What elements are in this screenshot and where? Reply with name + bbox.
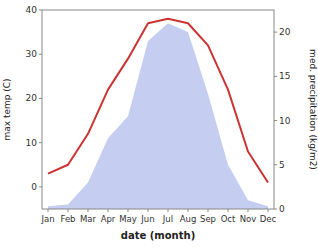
x-tick-label: Mar bbox=[80, 214, 97, 224]
x-axis-label: date (month) bbox=[121, 230, 195, 241]
chart: 0 10 20 30 40 0 5 10 15 20 Jan Feb Mar AprMayJun Jul Au… bbox=[0, 0, 318, 247]
x-tick bbox=[208, 209, 209, 212]
y-tick-label: 30 bbox=[26, 49, 38, 59]
y-tick bbox=[39, 98, 42, 99]
x-tick-label: Jan bbox=[40, 214, 54, 224]
plot-area bbox=[48, 19, 268, 209]
x-tick bbox=[168, 209, 169, 212]
y2-tick bbox=[274, 164, 277, 165]
y2-tick bbox=[274, 209, 277, 210]
x-tick-label: Jul bbox=[162, 214, 173, 224]
y2-tick-label: 20 bbox=[279, 27, 291, 37]
y2-tick bbox=[274, 120, 277, 121]
x-tick-label: May bbox=[119, 214, 137, 224]
area bbox=[48, 23, 268, 209]
x-tick bbox=[68, 209, 69, 212]
x-tick bbox=[108, 209, 109, 212]
line bbox=[48, 19, 268, 183]
plot-frame bbox=[42, 10, 274, 209]
x-tick-label: Apr bbox=[101, 214, 116, 224]
y-tick-label: 20 bbox=[26, 93, 38, 103]
y2-tick bbox=[274, 32, 277, 33]
x-tick-label: Nov bbox=[240, 214, 257, 224]
x-tick bbox=[148, 209, 149, 212]
y-tick bbox=[39, 54, 42, 55]
y2-tick-label: 5 bbox=[279, 160, 285, 170]
x-tick bbox=[248, 209, 249, 212]
y2-tick-label: 10 bbox=[279, 116, 291, 126]
x-tick bbox=[188, 209, 189, 212]
y-tick bbox=[39, 186, 42, 187]
x-tick-label: Dec bbox=[260, 214, 277, 224]
x-tick-label: Aug bbox=[180, 214, 197, 224]
y2-axis-label: med. precipitation (kg/m2) bbox=[308, 49, 318, 170]
y-tick-label: 0 bbox=[31, 182, 37, 192]
y-tick-label: 10 bbox=[26, 138, 38, 148]
x-tick bbox=[128, 209, 129, 212]
y-tick-label: 40 bbox=[26, 5, 38, 15]
y-axis-label: max temp (C) bbox=[2, 78, 12, 140]
y-tick bbox=[39, 142, 42, 143]
x-tick-label: Feb bbox=[60, 214, 75, 224]
x-tick-label: Oct bbox=[221, 214, 236, 224]
x-tick-label: Sep bbox=[200, 214, 216, 224]
x-tick bbox=[88, 209, 89, 212]
x-tick bbox=[268, 209, 269, 212]
y-tick bbox=[39, 10, 42, 11]
y2-tick bbox=[274, 76, 277, 77]
x-tick bbox=[228, 209, 229, 212]
x-tick bbox=[48, 209, 49, 212]
y2-tick-label: 15 bbox=[279, 71, 290, 81]
y2-tick-label: 0 bbox=[279, 204, 285, 214]
x-tick-label: Jun bbox=[140, 214, 154, 224]
